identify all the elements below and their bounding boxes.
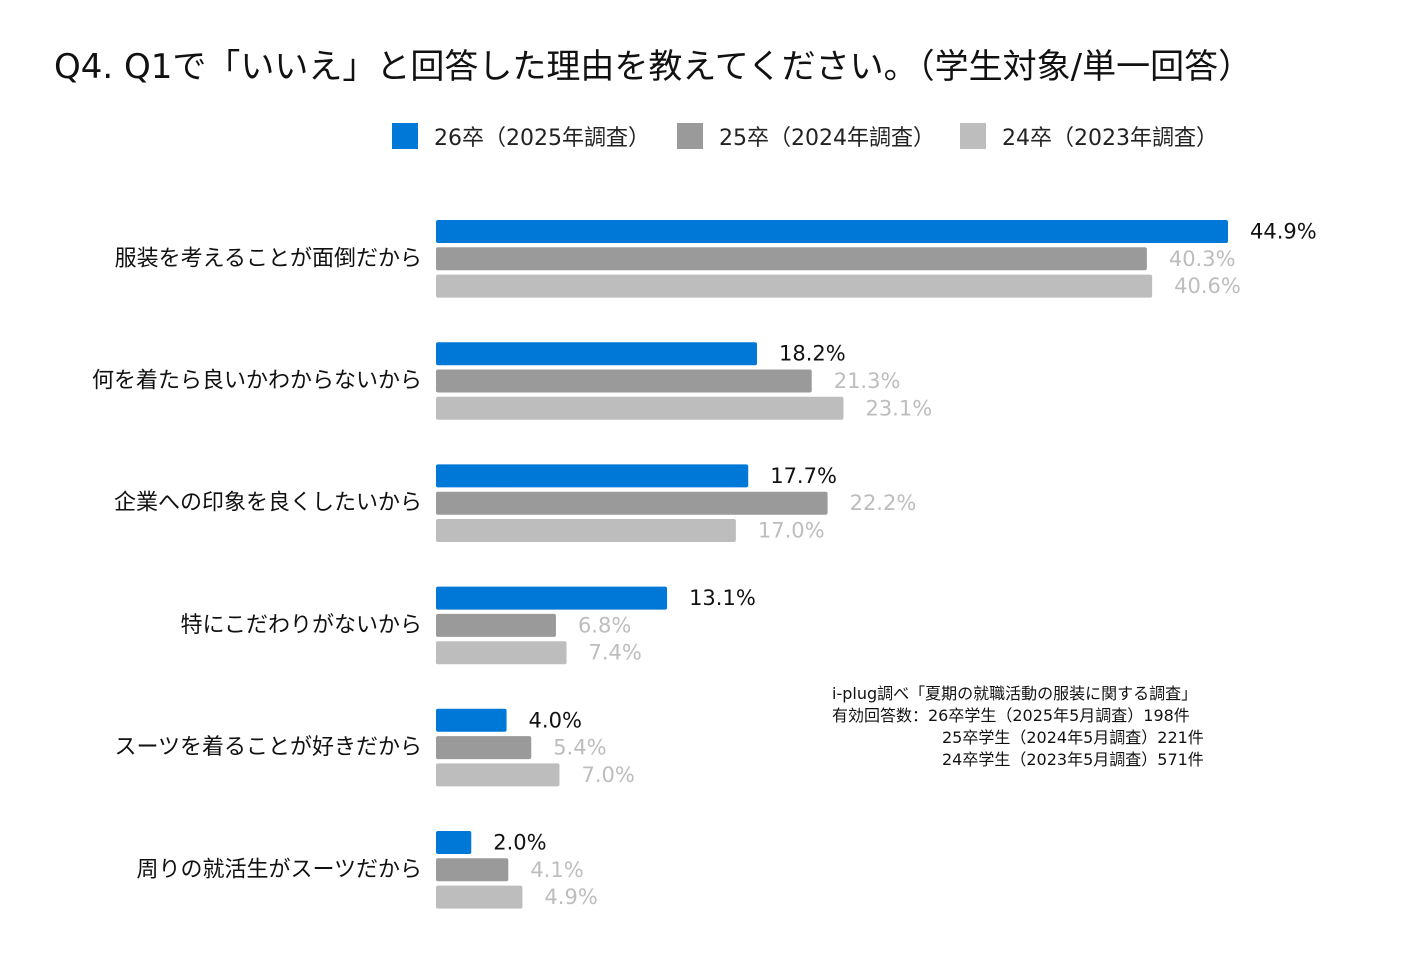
bar-2024 (436, 369, 812, 393)
bar-2023 (436, 763, 560, 787)
value-label-2024: 6.8% (578, 613, 631, 637)
note-sample-line2: 25卒学生（2024年5月調査）221件 (942, 728, 1204, 747)
legend-item-2023: 24卒（2023年調査） (960, 120, 1218, 152)
category-label: スーツを着ることが好きだから (114, 735, 422, 760)
category-label: 何を着たら良いかわからないから (92, 369, 422, 394)
bar-2025 (436, 342, 758, 366)
bar-2024 (436, 613, 556, 637)
legend-swatch-2023 (960, 123, 986, 149)
value-label-2024: 4.1% (530, 858, 583, 882)
value-label-2025: 44.9% (1250, 220, 1317, 244)
value-label-2025: 18.2% (779, 342, 846, 366)
bar-2024 (436, 247, 1147, 271)
bar-2025 (436, 464, 749, 488)
value-label-2025: 17.7% (770, 464, 837, 488)
category-label: 周りの就活生がスーツだから (136, 857, 422, 882)
bar-2024 (436, 491, 828, 515)
value-label-2023: 40.6% (1174, 274, 1241, 298)
bar-2023 (436, 641, 567, 665)
legend-item-2024: 25卒（2024年調査） (677, 120, 935, 152)
legend-label-2023: 24卒（2023年調査） (1002, 126, 1218, 151)
bar-2023 (436, 274, 1153, 298)
value-label-2023: 7.0% (581, 763, 634, 787)
bar-2023 (436, 519, 736, 542)
value-label-2023: 7.4% (589, 641, 642, 665)
value-label-2024: 21.3% (834, 369, 901, 393)
legend-label-2024: 25卒（2024年調査） (719, 126, 935, 151)
source-note: i-plug調べ「夏期の就職活動の服装に関する調査」 有効回答数：26卒学生（2… (832, 683, 1204, 771)
bar-2023 (436, 885, 523, 909)
note-sample-line3: 24卒学生（2023年5月調査）571件 (942, 750, 1204, 769)
chart-title: Q4. Q1で「いいえ」と回答した理由を教えてください。（学生対象/単一回答） (54, 47, 1253, 87)
category-label: 企業への印象を良くしたいから (114, 491, 422, 516)
legend-swatch-2024 (677, 123, 703, 149)
value-label-2023: 4.9% (544, 885, 597, 909)
legend-item-2025: 26卒（2025年調査） (392, 120, 650, 152)
bar-2024 (436, 858, 509, 882)
value-label-2024: 22.2% (850, 491, 917, 515)
value-label-2023: 17.0% (758, 519, 825, 543)
legend-label-2025: 26卒（2025年調査） (434, 126, 650, 151)
legend-swatch-2025 (392, 123, 418, 149)
bar-2025 (436, 220, 1228, 243)
bar-2024 (436, 736, 532, 760)
bar-2023 (436, 396, 844, 420)
category-label: 特にこだわりがないから (180, 613, 422, 638)
note-sample-line1: 有効回答数：26卒学生（2025年5月調査）198件 (832, 706, 1190, 725)
value-label-2025: 2.0% (493, 831, 546, 855)
value-label-2024: 5.4% (553, 736, 606, 760)
category-label: 服装を考えることが面倒だから (115, 246, 422, 271)
bar-2025 (436, 831, 472, 854)
bar-2025 (436, 708, 507, 732)
value-label-2023: 23.1% (865, 396, 932, 420)
bar-2025 (436, 586, 668, 610)
value-label-2024: 40.3% (1169, 247, 1236, 271)
value-label-2025: 13.1% (689, 586, 756, 610)
value-label-2025: 4.0% (529, 708, 582, 732)
note-source: i-plug調べ「夏期の就職活動の服装に関する調査」 (832, 684, 1198, 703)
